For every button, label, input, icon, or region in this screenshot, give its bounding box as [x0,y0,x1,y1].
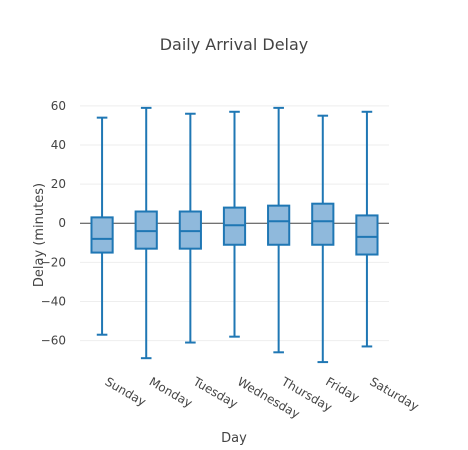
y-tick-label: −60 [41,334,66,348]
box-sunday [90,116,114,336]
y-tick-label: 0 [58,216,66,230]
y-axis-title: Delay (minutes) [32,183,47,287]
x-tick-label: Saturday [367,374,421,413]
x-tick-label: Sunday [103,374,149,409]
boxes [90,106,379,364]
box-monday [134,106,158,360]
x-tick-label: Monday [147,374,195,410]
y-tick-label: −40 [41,294,66,308]
chart-title: Daily Arrival Delay [160,35,309,54]
y-tick-label: 20 [51,177,66,191]
y-tick-label: −20 [41,255,66,269]
iqr-box [267,204,291,246]
x-axis-ticks: SundayMondayTuesdayWednesdayThursdayFrid… [103,374,422,421]
y-tick-label: 60 [51,99,66,113]
iqr-box [355,214,379,256]
iqr-box [90,216,114,254]
y-tick-label: 40 [51,138,66,152]
box-wednesday [222,110,247,338]
x-axis-title: Day [221,431,247,446]
iqr-box [311,202,335,246]
box-saturday [355,110,379,348]
box-thursday [267,106,291,354]
box-friday [311,114,335,364]
box-tuesday [178,112,202,344]
x-tick-label: Tuesday [190,374,240,411]
y-axis-ticks: 60 40 20 0 −20 −40 −60 [41,99,66,348]
